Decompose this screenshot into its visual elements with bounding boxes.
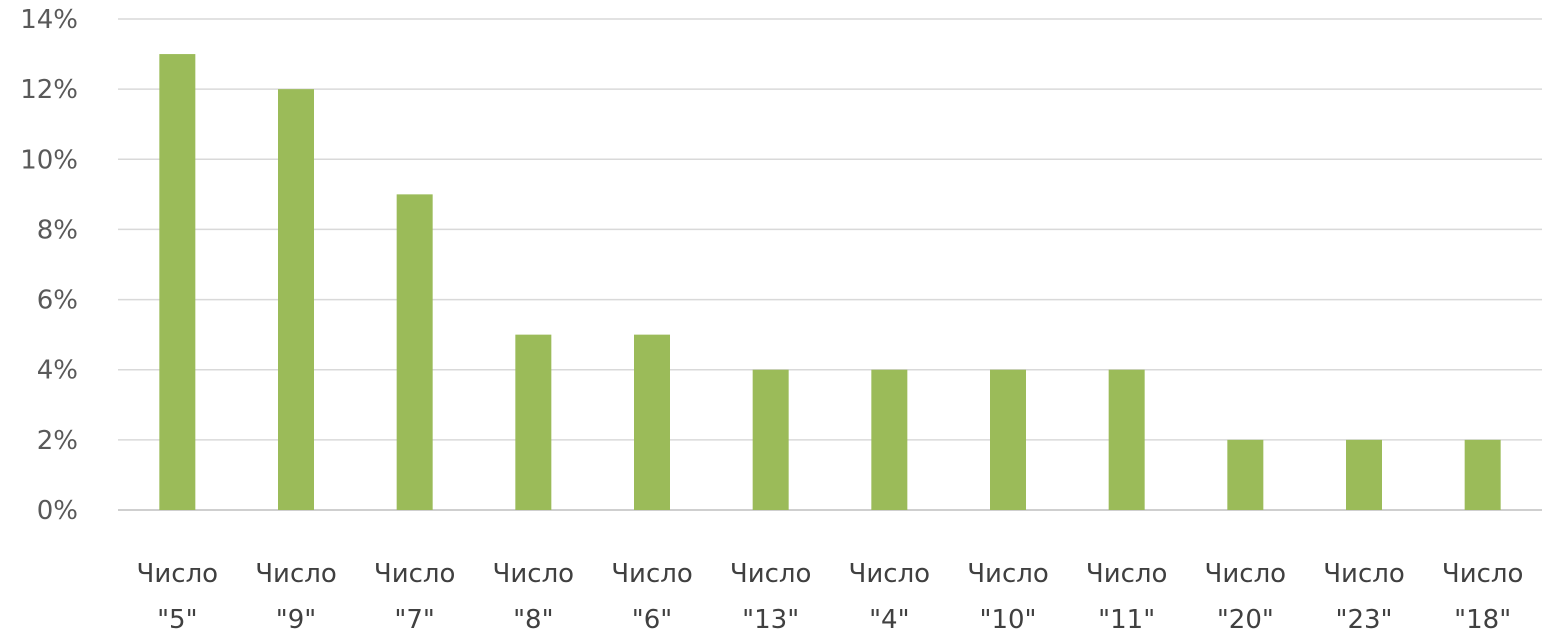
bar	[990, 369, 1026, 510]
x-tick-label: Число	[255, 559, 337, 589]
x-tick-label: Число	[1205, 559, 1287, 589]
x-tick-label: Число	[967, 559, 1049, 589]
bar	[396, 194, 433, 510]
x-tick-label: "7"	[394, 605, 434, 632]
bar	[515, 334, 552, 510]
x-tick-label: "9"	[276, 605, 316, 632]
x-tick-label: "13"	[742, 605, 799, 632]
x-tick-label: "11"	[1098, 605, 1155, 632]
x-tick-label: "5"	[157, 605, 197, 632]
y-tick-label: 12%	[20, 75, 78, 105]
bar	[159, 54, 196, 510]
y-tick-label: 6%	[37, 286, 78, 316]
x-tick-label: Число	[1323, 559, 1405, 589]
x-tick-label: "8"	[513, 605, 553, 632]
x-tick-label: Число	[493, 559, 575, 589]
bar	[1108, 369, 1145, 510]
x-tick-label: Число	[374, 559, 456, 589]
bar	[871, 369, 908, 510]
bar	[1227, 439, 1264, 510]
x-tick-label: "23"	[1335, 605, 1392, 632]
y-tick-label: 14%	[20, 5, 78, 35]
y-tick-label: 8%	[37, 215, 78, 245]
x-tick-label: "6"	[632, 605, 672, 632]
x-tick-label: Число	[1442, 559, 1524, 589]
bar	[752, 369, 789, 510]
x-tick-label: Число	[611, 559, 693, 589]
bar	[278, 89, 314, 511]
x-tick-label: Число	[730, 559, 812, 589]
x-tick-label: "4"	[869, 605, 909, 632]
y-tick-label: 2%	[37, 426, 78, 456]
bar	[634, 334, 670, 510]
x-tick-label: "10"	[979, 605, 1036, 632]
bar	[1346, 439, 1382, 510]
y-tick-label: 10%	[20, 145, 78, 175]
x-tick-label: Число	[1086, 559, 1168, 589]
bar	[1464, 439, 1501, 510]
x-tick-label: Число	[137, 559, 219, 589]
x-tick-label: Число	[849, 559, 931, 589]
y-tick-label: 0%	[37, 496, 78, 526]
x-tick-label: "20"	[1217, 605, 1274, 632]
y-tick-label: 4%	[37, 356, 78, 386]
x-tick-label: "18"	[1454, 605, 1511, 632]
